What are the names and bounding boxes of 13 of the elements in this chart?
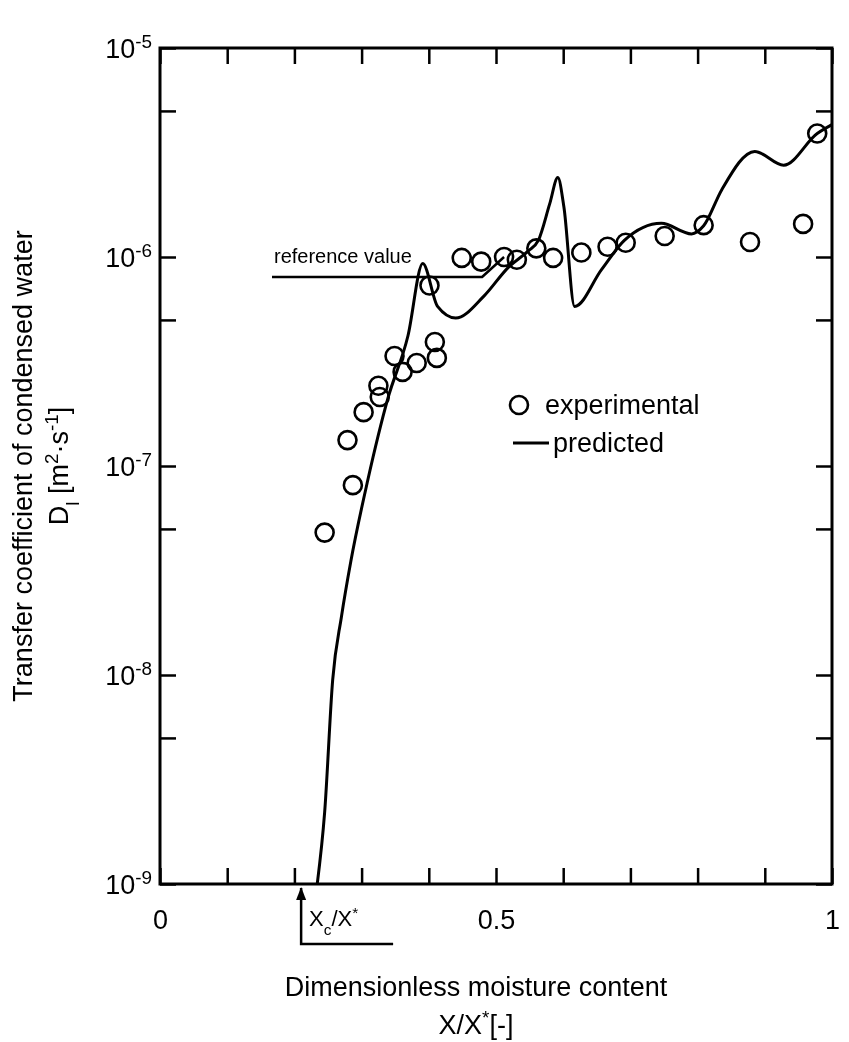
legend-label: predicted xyxy=(553,428,665,458)
legend-label: experimental xyxy=(545,390,700,420)
text: X$_{c}$/X$^{*}$ xyxy=(309,903,359,938)
annotation: reference value xyxy=(274,245,412,267)
y-tick-label: 10$^{-9}$ xyxy=(105,866,152,900)
y-tick-label: 10$^{-6}$ xyxy=(105,239,152,273)
x-axis-title: Dimensionless moisture content X/X$^{*}$[-] xyxy=(284,972,668,1040)
x-tick-label: 0.5 xyxy=(477,905,516,936)
x-tick-label: 1 xyxy=(824,905,841,936)
y-tick-label: 10$^{-7}$ xyxy=(105,448,152,482)
y-tick-label: 10$^{-5}$ xyxy=(105,30,152,64)
y-tick-label: 10$^{-8}$ xyxy=(105,657,152,691)
x-tick-label: 0 xyxy=(152,905,169,936)
